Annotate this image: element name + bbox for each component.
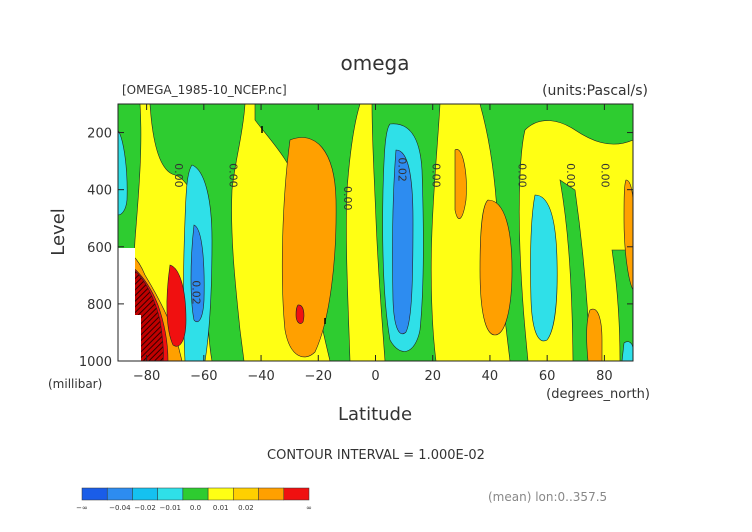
chart-title: omega — [341, 51, 410, 75]
contour-field — [118, 104, 633, 361]
x-axis-title: Latitude — [338, 404, 412, 425]
axes: −80 −60 −40 −20 0 20 40 60 80 200 400 600 800 1000 — [79, 104, 633, 384]
mean-text: (mean) lon:0..357.5 — [488, 490, 607, 504]
contour-labels: 0.00 0.00 0.00 0.02 0.00 0.00 0.00 0.00 0.02 — [172, 157, 611, 304]
y-tick-label: 200 — [87, 127, 112, 142]
contour-label: 0.00 — [564, 163, 577, 188]
colorbar-swatch — [233, 487, 259, 501]
x-tick-label: −40 — [247, 369, 274, 384]
contour-label: 0.00 — [599, 163, 612, 188]
contour-label: 0.00 — [430, 163, 443, 188]
x-tick-label: 80 — [596, 369, 613, 384]
contour-label: 0.00 — [227, 163, 240, 188]
x-tick-label: 20 — [424, 369, 441, 384]
colorbar-swatch — [182, 487, 209, 501]
colorbar-label: −0.01 — [160, 504, 181, 512]
colorbar-swatch — [132, 487, 158, 501]
x-tick-label: −20 — [305, 369, 332, 384]
x-tick-label: 60 — [539, 369, 556, 384]
colorbar-label: 0.0 — [190, 504, 201, 512]
x-tick-label: 0 — [371, 369, 379, 384]
x-tick-label: −80 — [133, 369, 160, 384]
y-tick-label: 1000 — [79, 355, 112, 370]
contour-interval-text: CONTOUR INTERVAL = 1.000E-02 — [267, 448, 485, 463]
colorbar-swatch — [106, 487, 133, 501]
colorbar-swatch — [81, 487, 108, 501]
y-tick-label: 800 — [87, 298, 112, 313]
contour-label: 0.02 — [189, 280, 202, 305]
colorbar-swatch — [283, 487, 310, 501]
x-tick-label: 40 — [482, 369, 499, 384]
contour-label: 0.02 — [395, 157, 408, 182]
y-tick-label: 400 — [87, 184, 112, 199]
colorbar-label: −∞ — [76, 504, 88, 512]
colorbar-label: ∞ — [306, 504, 312, 512]
y-axis-title: Level — [48, 208, 69, 256]
colorbar-label: −0.02 — [134, 504, 155, 512]
colorbar-label: 0.02 — [238, 504, 254, 512]
colorbar-label: −0.04 — [109, 504, 131, 512]
x-axis-units: (degrees_north) — [546, 387, 650, 402]
colorbar-swatch — [207, 487, 234, 501]
file-label: [OMEGA_1985-10_NCEP.nc] — [122, 83, 287, 97]
y-axis-units: (millibar) — [48, 377, 102, 391]
x-tick-label: −60 — [190, 369, 217, 384]
units-label: (units:Pascal/s) — [542, 83, 648, 99]
colorbar: −∞ −0.04 −0.02 −0.01 0.0 0.01 0.02 ∞ — [76, 487, 312, 512]
contour-label: 0.00 — [516, 163, 529, 188]
colorbar-swatch — [258, 487, 285, 501]
contour-label: 0.00 — [172, 163, 185, 188]
contour-label: 0.00 — [341, 186, 354, 211]
y-tick-label: 600 — [87, 241, 112, 256]
colorbar-swatch — [157, 487, 184, 501]
colorbar-label: 0.01 — [213, 504, 229, 512]
